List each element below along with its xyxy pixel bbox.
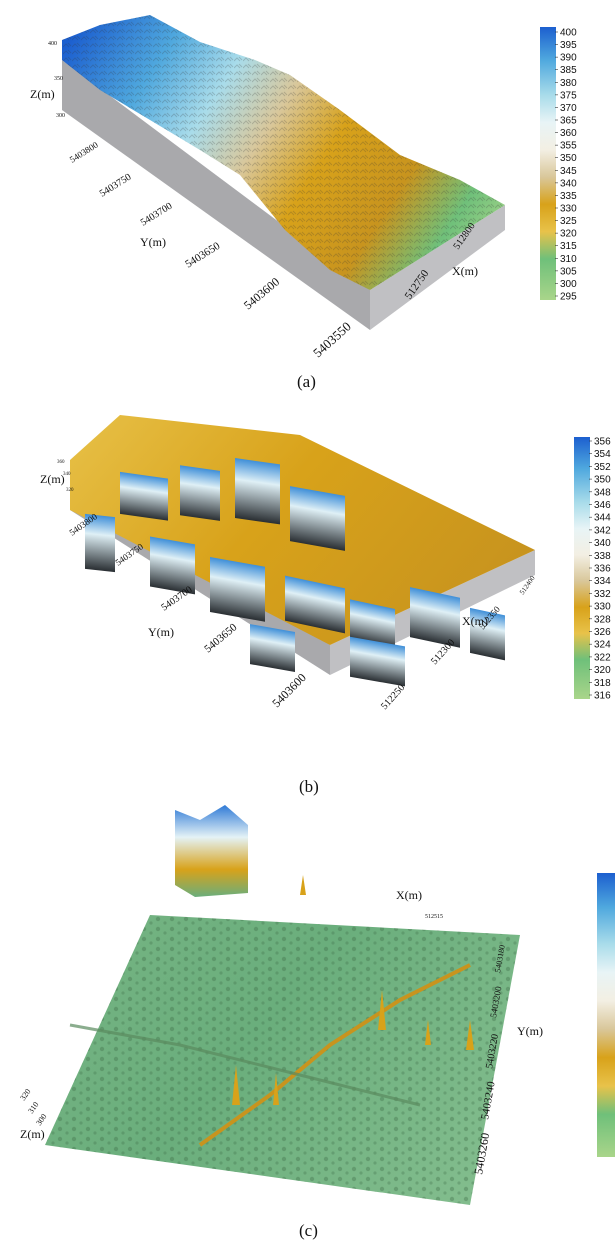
- colorbar-tick-label: 360: [560, 128, 577, 139]
- terrain-b-svg: Z(m) Y(m) X(m) 360 340 320 5403800 54037…: [40, 415, 611, 712]
- z-tick: 400: [48, 41, 57, 47]
- colorbar-tick-label: 315: [560, 241, 577, 252]
- colorbar-tick-label: 300: [560, 279, 577, 290]
- colorbar-b: [574, 437, 590, 699]
- z-axis-label: Z(m): [30, 87, 55, 101]
- y-tick: 5403600: [241, 275, 282, 313]
- y-tick: 5403600: [269, 671, 309, 711]
- colorbar-tick-label: 325: [560, 216, 577, 227]
- colorbar-tick-label: 390: [560, 53, 577, 64]
- colorbar-tick-label: 330: [594, 602, 611, 613]
- colorbar-tick-label: 326: [594, 627, 611, 638]
- colorbar-tick-label: 330: [560, 204, 577, 215]
- x-axis-label: X(m): [462, 614, 488, 628]
- x-axis-label: X(m): [396, 888, 422, 902]
- z-axis-label: Z(m): [20, 1127, 45, 1141]
- colorbar-tick-label: 352: [594, 462, 611, 473]
- colorbar-tick-label: 356: [594, 437, 611, 448]
- colorbar-tick-label: 334: [594, 576, 611, 587]
- colorbar-tick-label: 320: [594, 665, 611, 676]
- z-tick: 300: [56, 113, 65, 119]
- y-axis-label: Y(m): [517, 1024, 543, 1038]
- colorbar-tick-label: 322: [594, 652, 611, 663]
- buildings: [85, 458, 505, 687]
- colorbar-tick-label: 342: [594, 525, 611, 536]
- y-axis-label: Y(m): [148, 625, 174, 639]
- z-tick: 320: [66, 488, 74, 493]
- tower-building: [175, 805, 248, 897]
- colorbar-a: [540, 27, 556, 300]
- y-tick: 5403750: [98, 172, 134, 200]
- colorbar-tick-label: 365: [560, 116, 577, 127]
- colorbar-tick-label: 310: [560, 254, 577, 265]
- colorbar-tick-label: 338: [594, 551, 611, 562]
- z-tick: 300: [34, 1112, 48, 1127]
- colorbar-tick-label: 400: [560, 28, 577, 39]
- x-axis-label: X(m): [452, 264, 478, 278]
- x-tick: 512515: [425, 914, 443, 920]
- caption-c: (c): [299, 1221, 318, 1240]
- y-tick: 5403800: [68, 139, 100, 164]
- colorbar-tick-label: 346: [594, 500, 611, 511]
- y-tick: 5403550: [310, 319, 354, 361]
- colorbar-tick-label: 320: [560, 229, 577, 240]
- y-axis-label: Y(m): [140, 235, 166, 249]
- colorbar-ticks-b: 3563543523503483463443423403383363343323…: [589, 437, 611, 702]
- z-tick: 310: [26, 1100, 40, 1115]
- colorbar-tick-label: 345: [560, 166, 577, 177]
- x-tick: 512250: [379, 682, 407, 712]
- colorbar-tick-label: 340: [560, 178, 577, 189]
- y-tick: 5403650: [202, 621, 240, 655]
- terrain-texture: [62, 15, 505, 290]
- colorbar-tick-label: 350: [560, 153, 577, 164]
- ridge-line: [198, 963, 471, 1147]
- z-axis-label: Z(m): [40, 472, 65, 486]
- colorbar-tick-label: 340: [594, 538, 611, 549]
- terrain-c-svg: X(m) Y(m) Z(m) 320 310 300 5403180 54032…: [18, 805, 615, 1205]
- colorbar-tick-label: 344: [594, 513, 611, 524]
- colorbar-tick-label: 305: [560, 266, 577, 277]
- colorbar-tick-label: 395: [560, 40, 577, 51]
- y-tick: 5403650: [183, 240, 222, 271]
- colorbar-tick-label: 332: [594, 589, 611, 600]
- z-tick: 360: [57, 460, 65, 465]
- colorbar-tick-label: 328: [594, 614, 611, 625]
- colorbar-tick-label: 324: [594, 640, 611, 651]
- colorbar-tick-label: 370: [560, 103, 577, 114]
- block-side-right: [370, 205, 505, 330]
- colorbar-tick-label: 375: [560, 90, 577, 101]
- panel-b: Z(m) Y(m) X(m) 360 340 320 5403800 54037…: [0, 400, 615, 805]
- terrain-a-svg: Z(m) Y(m) X(m) 400 350 300 5403800 54037…: [30, 15, 577, 361]
- panel-a: Z(m) Y(m) X(m) 400 350 300 5403800 54037…: [0, 0, 615, 400]
- colorbar-tick-label: 380: [560, 78, 577, 89]
- colorbar-tick-label: 316: [594, 691, 611, 702]
- colorbar-tick-label: 354: [594, 449, 611, 460]
- colorbar-tick-label: 385: [560, 65, 577, 76]
- z-tick: 320: [18, 1087, 32, 1102]
- colorbar-tick-label: 335: [560, 191, 577, 202]
- colorbar-tick-label: 355: [560, 141, 577, 152]
- caption-b: (b): [299, 777, 319, 796]
- colorbar-tick-label: 336: [594, 564, 611, 575]
- z-tick: 340: [63, 472, 71, 477]
- colorbar-tick-label: 318: [594, 678, 611, 689]
- road-line: [69, 1023, 421, 1107]
- terrain-texture: [45, 915, 520, 1205]
- z-tick: 350: [54, 76, 63, 82]
- colorbar-tick-label: 295: [560, 292, 577, 303]
- colorbar-c: [597, 873, 615, 1157]
- spikes: [232, 875, 474, 1105]
- block-side-front: [62, 60, 370, 330]
- colorbar-tick-label: 350: [594, 475, 611, 486]
- caption-a: (a): [297, 372, 316, 391]
- y-tick: 5403700: [139, 201, 175, 229]
- panel-c: X(m) Y(m) Z(m) 320 310 300 5403180 54032…: [0, 805, 615, 1252]
- colorbar-tick-label: 348: [594, 487, 611, 498]
